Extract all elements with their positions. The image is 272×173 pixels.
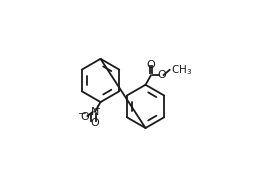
Text: +: + <box>94 103 100 112</box>
Text: CH$_3$: CH$_3$ <box>171 63 193 77</box>
Text: O: O <box>81 112 89 122</box>
Text: −: − <box>78 109 87 119</box>
Text: N: N <box>91 107 99 117</box>
Text: O: O <box>157 70 166 80</box>
Text: O: O <box>147 60 156 70</box>
Text: O: O <box>91 118 99 128</box>
